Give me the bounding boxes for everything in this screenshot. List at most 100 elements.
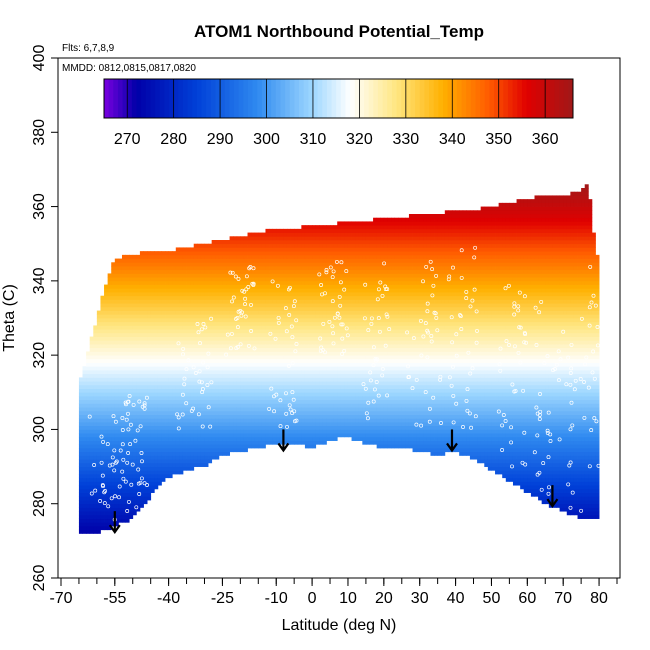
field-cell [240, 377, 245, 382]
field-cell [218, 295, 223, 300]
field-cell [283, 392, 288, 397]
field-cell [200, 277, 205, 282]
field-cell [118, 292, 123, 297]
field-cell [373, 358, 378, 363]
field-cell [132, 470, 137, 475]
field-cell [355, 373, 360, 378]
field-cell [330, 425, 335, 430]
field-cell [111, 466, 116, 471]
field-cell [96, 351, 101, 356]
field-cell [351, 262, 356, 267]
field-cell [301, 340, 306, 345]
field-cell [344, 433, 349, 438]
field-cell [358, 332, 363, 337]
field-cell [218, 451, 223, 456]
field-cell [258, 284, 263, 289]
field-cell [286, 243, 291, 248]
field-cell [190, 396, 195, 401]
field-cell [147, 362, 152, 367]
field-cell [272, 262, 277, 267]
field-cell [351, 232, 356, 237]
field-cell [154, 306, 159, 311]
field-cell [193, 306, 198, 311]
field-cell [355, 251, 360, 256]
field-cell [294, 280, 299, 285]
field-cell [204, 362, 209, 367]
field-cell [283, 351, 288, 356]
field-cell [89, 403, 94, 408]
field-cell [308, 321, 313, 326]
field-cell [265, 418, 270, 423]
field-cell [294, 332, 299, 337]
field-cell [175, 462, 180, 467]
field-cell [139, 251, 144, 256]
field-cell [136, 470, 141, 475]
field-cell [96, 396, 101, 401]
field-cell [111, 392, 116, 397]
field-cell [326, 384, 331, 389]
field-cell [330, 410, 335, 415]
field-cell [89, 518, 94, 523]
field-cell [86, 444, 91, 449]
field-cell [197, 247, 202, 252]
field-cell [330, 370, 335, 375]
field-cell [283, 318, 288, 323]
field-cell [147, 422, 152, 427]
field-cell [157, 455, 162, 460]
field-cell [143, 455, 148, 460]
field-cell [236, 325, 241, 330]
field-cell [104, 526, 109, 531]
field-cell [150, 351, 155, 356]
field-cell [89, 347, 94, 352]
field-cell [355, 414, 360, 419]
field-cell [82, 392, 87, 397]
field-cell [222, 266, 227, 271]
field-cell [233, 366, 238, 371]
field-cell [304, 336, 309, 341]
field-cell [315, 240, 320, 245]
field-cell [204, 288, 209, 293]
field-cell [362, 399, 367, 404]
field-cell [96, 470, 101, 475]
field-cell [297, 381, 302, 386]
field-cell [351, 332, 356, 337]
field-cell [337, 251, 342, 256]
field-cell [168, 306, 173, 311]
field-cell [276, 414, 281, 419]
field-cell [340, 399, 345, 404]
field-cell [125, 269, 130, 274]
field-cell [322, 314, 327, 319]
field-cell [104, 522, 109, 527]
field-cell [326, 236, 331, 241]
field-cell [355, 240, 360, 245]
field-cell [139, 433, 144, 438]
field-cell [132, 503, 137, 508]
field-cell [125, 358, 130, 363]
field-cell [337, 433, 342, 438]
field-cell [208, 448, 213, 453]
field-cell [118, 295, 123, 300]
field-cell [286, 436, 291, 441]
field-cell [369, 425, 374, 430]
field-cell [283, 358, 288, 363]
field-cell [193, 347, 198, 352]
field-cell [165, 388, 170, 393]
field-cell [222, 429, 227, 434]
field-cell [351, 429, 356, 434]
field-cell [104, 344, 109, 349]
field-cell [100, 321, 105, 326]
field-cell [114, 269, 119, 274]
field-cell [96, 347, 101, 352]
field-cell [226, 332, 230, 337]
field-cell [215, 299, 220, 304]
field-cell [136, 254, 141, 259]
field-cell [243, 336, 248, 341]
field-cell [297, 310, 302, 315]
field-cell [233, 240, 238, 245]
field-cell [347, 240, 352, 245]
field-cell [283, 440, 288, 445]
field-cell [315, 303, 320, 308]
field-cell [344, 221, 349, 226]
field-cell [157, 321, 162, 326]
field-cell [172, 310, 177, 315]
